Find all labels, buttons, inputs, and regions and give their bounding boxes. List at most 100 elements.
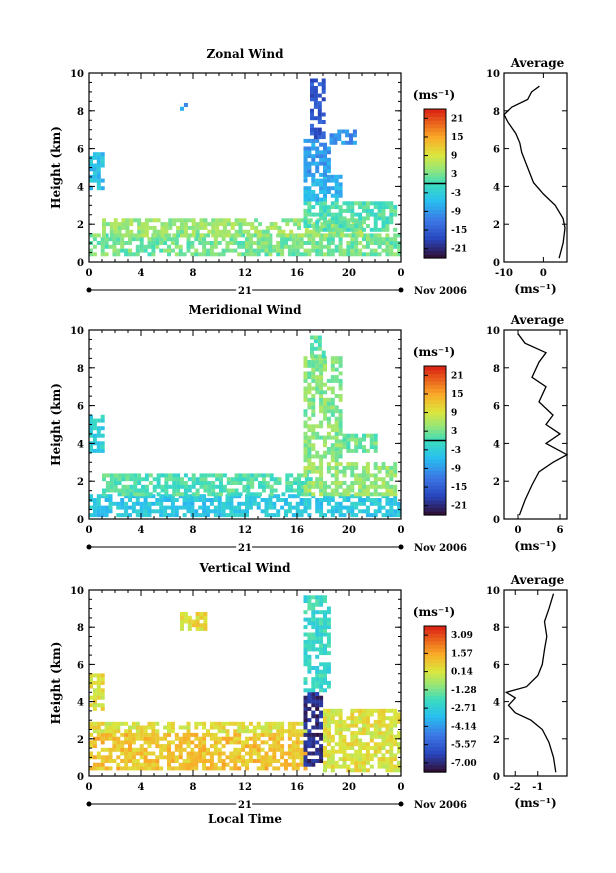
avg-x-tick-label: 6: [557, 525, 564, 536]
heatmap-cell: [248, 244, 253, 249]
heatmap-cell: [358, 445, 363, 450]
heatmap-cell: [362, 227, 366, 232]
heatmap-cell: [203, 473, 208, 478]
heatmap-cell: [297, 225, 301, 230]
heatmap-cell: [248, 721, 253, 726]
heatmap-cell: [323, 382, 327, 387]
heatmap-cell: [89, 732, 93, 737]
heatmap-cell: [365, 746, 370, 750]
heatmap-cell: [303, 447, 308, 451]
heatmap-cell: [377, 727, 382, 732]
heatmap-cell: [365, 513, 370, 518]
heatmap-cell: [112, 501, 117, 506]
colorbar-segment: [424, 764, 446, 769]
heatmap-cell: [256, 721, 261, 726]
colorbar-tick-label: -2.71: [451, 704, 477, 714]
heatmap-cell: [373, 201, 378, 206]
heatmap-cell: [256, 725, 261, 730]
heatmap-cell: [336, 233, 340, 238]
heatmap-cell: [174, 732, 179, 737]
heatmap-cell: [104, 736, 109, 741]
heatmap-cell: [397, 233, 402, 238]
heatmap-cell: [186, 721, 191, 726]
heatmap-cell: [311, 606, 316, 611]
avg-x-tick-label: -1: [532, 782, 543, 793]
heatmap-cell: [362, 233, 366, 238]
heatmap-cell: [100, 241, 105, 245]
heatmap-cell: [326, 424, 331, 429]
heatmap-cell: [350, 712, 355, 717]
heatmap-cell: [264, 505, 269, 510]
heatmap-cell: [319, 237, 324, 242]
heatmap-cell: [164, 473, 169, 478]
heatmap-cell: [160, 473, 165, 478]
heatmap-cell: [358, 760, 363, 765]
heatmap-cell: [365, 768, 370, 773]
heatmap-cell: [389, 212, 394, 217]
heatmap-cell: [147, 744, 152, 749]
heatmap-cell: [346, 201, 351, 206]
colorbar-segment: [424, 739, 446, 744]
heatmap-cell: [273, 225, 278, 230]
heatmap-cell: [377, 723, 382, 728]
heatmap-cell: [219, 473, 223, 478]
heatmap-cell: [311, 617, 316, 622]
heatmap-cell: [280, 744, 285, 749]
heatmap-cell: [265, 225, 270, 230]
heatmap-cell: [334, 481, 339, 485]
heatmap-cell: [319, 505, 324, 510]
heatmap-cell: [315, 751, 320, 756]
heatmap-cell: [358, 473, 363, 478]
heatmap-cell: [246, 473, 251, 478]
heatmap-cell: [164, 225, 169, 230]
heatmap-cell: [155, 721, 160, 726]
heatmap-cell: [334, 492, 339, 497]
colorbar-segment: [424, 724, 446, 729]
colorbar-segment: [424, 407, 446, 412]
heatmap-cell: [248, 751, 253, 756]
heatmap-cell: [311, 142, 316, 147]
heatmap-cell: [291, 725, 296, 730]
heatmap-cell: [195, 481, 200, 485]
heatmap-cell: [159, 237, 164, 242]
heatmap-cell: [174, 237, 179, 242]
heatmap-cell: [96, 445, 101, 450]
heatmap-cell: [120, 747, 125, 752]
panel-title: Vertical Wind: [198, 561, 291, 575]
colorbar-tick-label: 1.57: [451, 649, 473, 659]
heatmap-cell: [338, 712, 343, 717]
heatmap-cell: [281, 492, 286, 497]
heatmap-cell: [260, 248, 265, 253]
heatmap-cell: [365, 208, 370, 213]
heatmap-cell: [225, 736, 230, 741]
heatmap-cell: [170, 759, 175, 763]
heatmap-cell: [373, 216, 378, 221]
heatmap-cell: [319, 736, 324, 741]
heatmap-cell: [167, 721, 171, 726]
heatmap-cell: [100, 186, 105, 191]
heatmap-cell: [326, 498, 331, 502]
heatmap-cell: [182, 759, 187, 763]
heatmap-cell: [342, 505, 347, 510]
heatmap-cell: [338, 227, 343, 232]
colorbar-segment: [424, 746, 446, 751]
heatmap-cell: [330, 719, 335, 724]
heatmap-cell: [338, 454, 343, 459]
heatmap-cell: [377, 241, 382, 245]
heatmap-cell: [269, 225, 274, 230]
heatmap-cell: [295, 721, 300, 726]
heatmap-cell: [350, 462, 355, 467]
heatmap-cell: [350, 719, 355, 724]
heatmap-cell: [373, 441, 378, 446]
heatmap-cell: [217, 505, 222, 510]
heatmap-cell: [381, 723, 386, 728]
heatmap-cell: [291, 721, 296, 726]
heatmap-cell: [116, 252, 121, 257]
heatmap-cell: [198, 513, 203, 518]
heatmap-cell: [307, 439, 312, 444]
heatmap-cell: [315, 636, 320, 641]
heatmap-cell: [238, 229, 243, 234]
heatmap-cell: [219, 481, 223, 485]
heatmap-cell: [307, 462, 312, 467]
heatmap-cell: [261, 473, 266, 478]
